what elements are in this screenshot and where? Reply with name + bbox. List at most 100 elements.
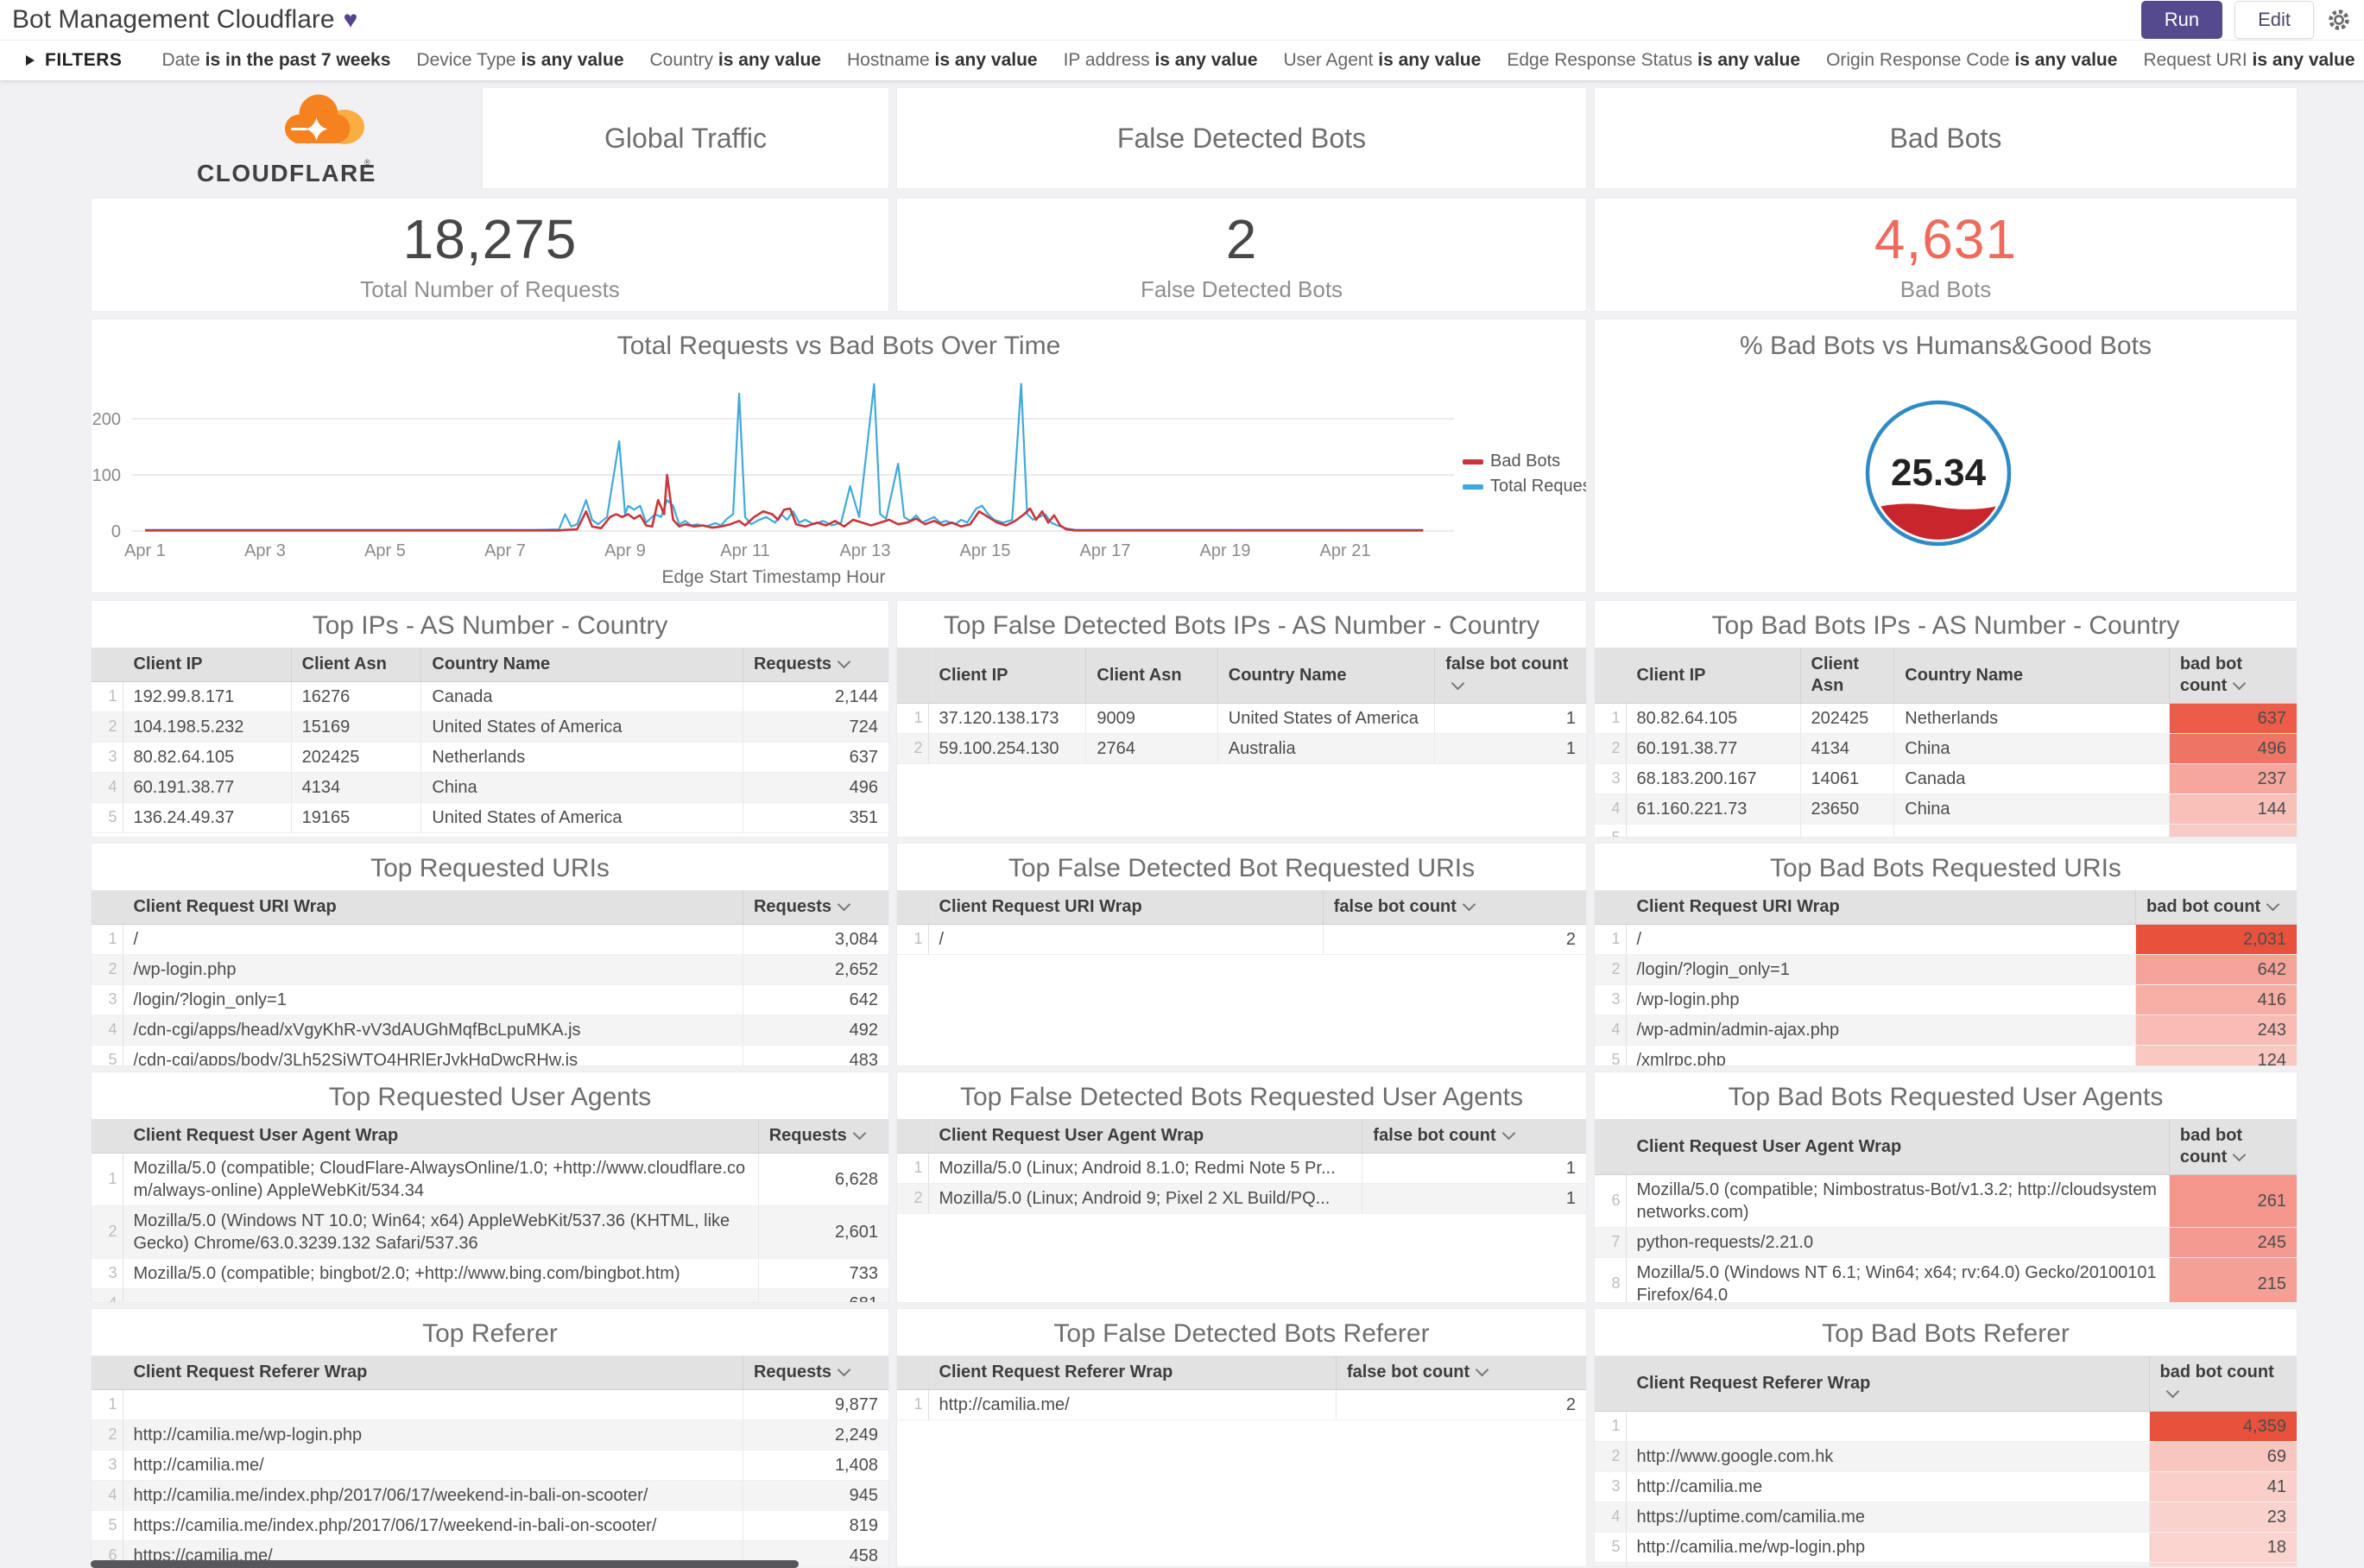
table-row: 2 Mozilla/5.0 (Linux; Android 9; Pixel 2 … xyxy=(897,1183,1586,1214)
table-cell: 2764 xyxy=(1085,733,1218,764)
table-row: 2 http://camilia.me/wp-login.php 2,249 xyxy=(92,1419,888,1451)
column-header[interactable]: Country Name xyxy=(1893,648,2170,704)
table-false-bot-uris: Top False Detected Bot Requested URIs Cl… xyxy=(896,843,1587,1066)
table-row: 1 80.82.64.105 202425 Netherlands 637 xyxy=(1595,703,2297,734)
column-header[interactable]: Client Asn xyxy=(1800,648,1895,704)
section-header-bad-bots: Bad Bots xyxy=(1594,87,2298,189)
sort-chevron-icon xyxy=(2165,1384,2179,1399)
column-header[interactable]: Client IP xyxy=(1626,648,1801,704)
table-cell: 416 xyxy=(2135,984,2297,1015)
column-header[interactable]: Client Request User Agent Wrap xyxy=(123,1119,759,1154)
table-cell: 19165 xyxy=(291,802,422,833)
svg-text:Apr 3: Apr 3 xyxy=(244,541,286,560)
section-header-false-detected-bots: False Detected Bots xyxy=(896,87,1587,189)
table-false-bot-ips: Top False Detected Bots IPs - AS Number … xyxy=(896,600,1587,838)
column-header[interactable]: Client Request Referer Wrap xyxy=(123,1356,743,1390)
column-header[interactable]: Client Asn xyxy=(291,648,422,682)
column-header[interactable]: Client Request Referer Wrap xyxy=(1626,1356,2150,1412)
gauge-title: % Bad Bots vs Humans&Good Bots xyxy=(1740,332,2152,360)
table-row: 2/wp-login.php 2,652 xyxy=(92,954,888,985)
table-cell: 60.191.38.77 xyxy=(123,772,292,803)
table-row: 1 http://camilia.me/2 xyxy=(897,1389,1586,1420)
table-row: 2/login/?login_only=1 642 xyxy=(1595,954,2297,985)
table-cell: 23650 xyxy=(1800,793,1895,825)
sort-chevron-icon xyxy=(837,654,851,669)
table-bad-bot-ips: Top Bad Bots IPs - AS Number - Country C… xyxy=(1594,600,2298,838)
table-cell: 245 xyxy=(2169,1227,2297,1258)
filter-item[interactable]: Origin Response Code is any value xyxy=(1826,50,2118,70)
table-cell: 68.183.200.167 xyxy=(1626,763,1801,794)
sort-chevron-icon xyxy=(1501,1126,1515,1141)
table-row: 7 python-requests/2.21.0 245 xyxy=(1595,1227,2297,1258)
column-header[interactable]: Client Request URI Wrap xyxy=(928,890,1324,925)
column-header[interactable]: Requests xyxy=(743,890,888,925)
column-header[interactable]: Client IP xyxy=(928,648,1087,704)
column-header[interactable]: bad bot count xyxy=(2169,1119,2297,1175)
column-header[interactable]: Client Request Referer Wrap xyxy=(928,1356,1337,1390)
column-header[interactable]: Client Request User Agent Wrap xyxy=(1626,1119,2170,1175)
table-cell: 15169 xyxy=(291,711,422,743)
sort-chevron-icon xyxy=(1475,1363,1489,1377)
table-title: Top Requested User Agents xyxy=(328,1083,652,1111)
table-cell: https://camilia.me/index.php/2017/06/17/… xyxy=(123,1510,743,1541)
filter-item[interactable]: Edge Response Status is any value xyxy=(1507,50,1801,70)
column-header[interactable]: bad bot count xyxy=(2135,890,2297,925)
table-cell: 2,601 xyxy=(758,1205,888,1259)
column-header[interactable]: false bot count xyxy=(1434,648,1586,704)
kpi-bad-bots: 4,631 Bad Bots xyxy=(1594,198,2298,312)
column-header[interactable]: false bot count xyxy=(1362,1119,1586,1154)
table-cell: 4134 xyxy=(291,772,422,803)
filter-item[interactable]: Date is in the past 7 weeks xyxy=(161,50,391,70)
table-cell: https://uptime.com/camilia.me xyxy=(1626,1502,2150,1533)
gear-icon[interactable] xyxy=(2326,7,2352,33)
filter-item[interactable]: Hostname is any value xyxy=(846,50,1038,70)
table-title: Top Bad Bots IPs - AS Number - Country xyxy=(1711,611,2180,640)
svg-text:Edge Start Timestamp Hour: Edge Start Timestamp Hour xyxy=(661,567,885,587)
column-header[interactable]: Client IP xyxy=(123,648,292,682)
table-cell: 819 xyxy=(743,1510,888,1541)
table-row: 4/cdn-cgi/apps/head/xVgyKhR-vV3dAUGhMqfB… xyxy=(92,1015,888,1046)
column-header[interactable]: false bot count xyxy=(1336,1356,1586,1390)
column-header[interactable]: Requests xyxy=(758,1119,888,1154)
filter-item[interactable]: IP address is any value xyxy=(1063,50,1258,70)
table-bad-bot-user-agents: Top Bad Bots Requested User Agents Clien… xyxy=(1594,1072,2298,1303)
table-row: 3 Mozilla/5.0 (compatible; bingbot/2.0; +… xyxy=(92,1258,888,1289)
filters-toggle[interactable]: FILTERS xyxy=(26,50,122,71)
table-cell: 61.160.221.73 xyxy=(1626,793,1801,825)
filter-item[interactable]: Device Type is any value xyxy=(416,50,624,70)
edit-button[interactable]: Edit xyxy=(2234,1,2314,39)
table-row: 5 https://camilia.me/index.php/2017/06/17… xyxy=(92,1510,888,1541)
filter-item[interactable]: Country is any value xyxy=(649,50,821,70)
column-header[interactable]: Client Asn xyxy=(1085,648,1218,704)
chart-title: Total Requests vs Bad Bots Over Time xyxy=(616,332,1061,360)
table-title: Top False Detected Bots Requested User A… xyxy=(959,1083,1524,1111)
column-header[interactable]: false bot count xyxy=(1323,890,1586,925)
table-cell: 4,359 xyxy=(2149,1411,2297,1442)
table-cell: Mozilla/5.0 (Linux; Android 9; Pixel 2 X… xyxy=(928,1183,1363,1214)
run-button[interactable]: Run xyxy=(2140,1,2223,39)
table-row: 6 Mozilla/5.0 (compatible; Nimbostratus-B… xyxy=(1595,1174,2297,1228)
horizontal-scrollbar[interactable] xyxy=(91,1560,799,1568)
column-header[interactable]: Country Name xyxy=(1217,648,1436,704)
table-top-referers: Top Referer Client Request Referer Wrap R… xyxy=(91,1308,889,1567)
table-cell: 4134 xyxy=(1800,733,1895,764)
filter-item[interactable]: User Agent is any value xyxy=(1283,50,1482,70)
table-row: 2 59.100.254.130 2764 Australia 1 xyxy=(897,733,1586,764)
table-row: 4 https://uptime.com/camilia.me 23 xyxy=(1595,1502,2297,1533)
column-header[interactable]: bad bot count xyxy=(2169,648,2297,704)
column-header[interactable]: bad bot count xyxy=(2149,1356,2297,1412)
table-title: Top False Detected Bots IPs - AS Number … xyxy=(943,611,1540,640)
kpi-label: Total Number of Requests xyxy=(360,275,620,302)
column-header[interactable]: Requests xyxy=(743,1356,888,1390)
column-header[interactable]: Client Request User Agent Wrap xyxy=(928,1119,1363,1154)
column-header[interactable]: Requests xyxy=(743,648,888,682)
table-row: 1/2,031 xyxy=(1595,924,2297,955)
svg-text:25.34: 25.34 xyxy=(1891,452,1987,494)
table-cell: 483 xyxy=(743,1045,888,1065)
column-header[interactable]: Country Name xyxy=(420,648,743,682)
table-row: 2 http://www.google.com.hk 69 xyxy=(1595,1441,2297,1472)
column-header[interactable]: Client Request URI Wrap xyxy=(1626,890,2137,925)
table-cell xyxy=(1626,824,1801,837)
column-header[interactable]: Client Request URI Wrap xyxy=(123,890,743,925)
filter-item[interactable]: Request URI is any value xyxy=(2143,50,2355,70)
